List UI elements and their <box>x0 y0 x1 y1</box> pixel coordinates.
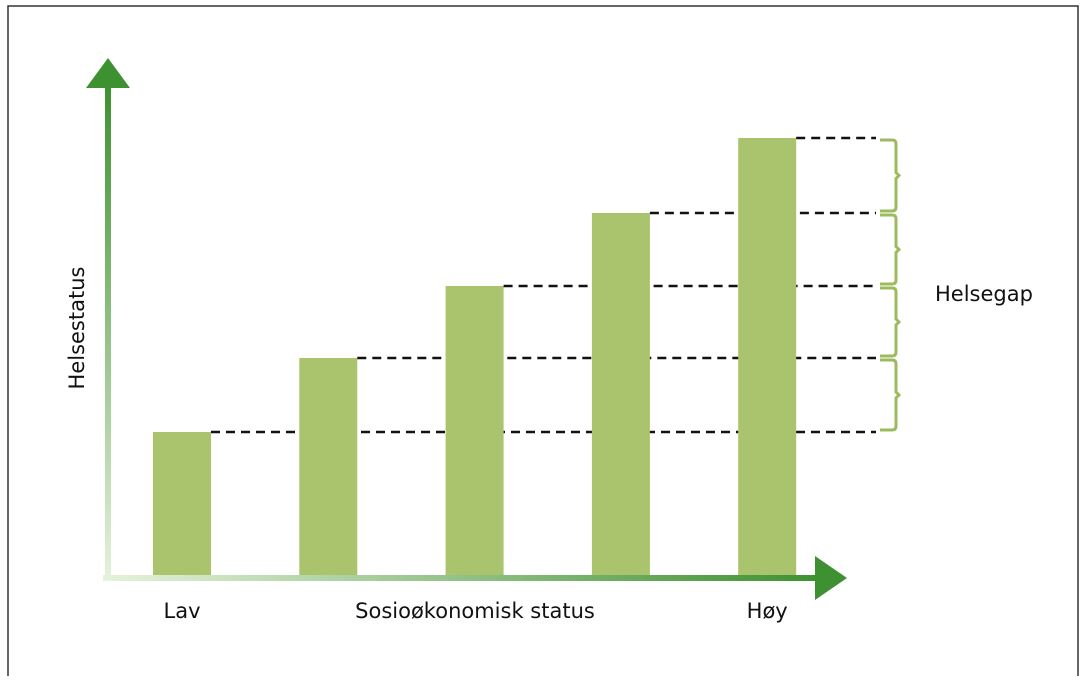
bar <box>591 213 650 575</box>
bar <box>445 286 504 575</box>
x-tick-label: Høy <box>747 599 788 623</box>
x-axis-label: Sosioøkonomisk status <box>355 599 595 623</box>
x-tick-label: Lav <box>164 599 201 623</box>
y-axis <box>105 85 111 581</box>
x-axis <box>103 575 818 581</box>
bar <box>738 138 797 575</box>
gap-bracket <box>880 138 902 213</box>
bar <box>299 358 358 575</box>
x-axis-arrow <box>815 556 847 600</box>
gap-bracket <box>880 213 902 286</box>
annotation: Helsegap <box>935 282 1033 306</box>
gap-bracket <box>880 358 902 432</box>
y-axis-label: Helsestatus <box>65 267 89 390</box>
gap-bracket <box>880 286 902 358</box>
bar <box>153 432 211 575</box>
y-axis-arrow <box>86 58 130 88</box>
